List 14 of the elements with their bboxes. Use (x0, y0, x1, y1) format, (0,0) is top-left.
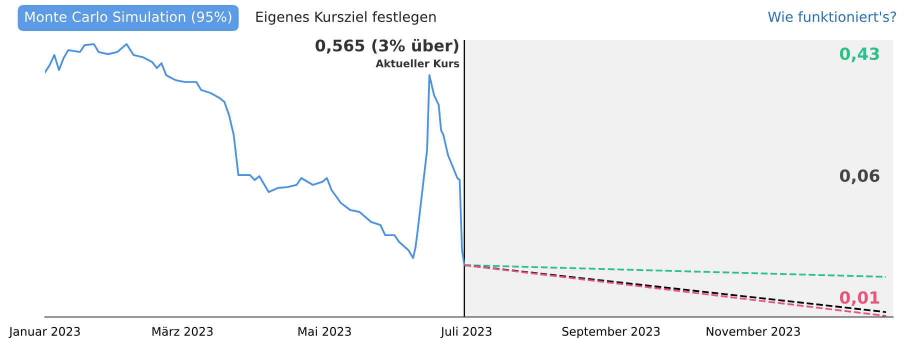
annotation: 0,43 (840, 47, 879, 62)
text: Wie funktioniert's? (768, 11, 896, 22)
x-tick-label: Mai 2023 (298, 326, 351, 336)
x-tick-label: März 2023 (152, 326, 213, 336)
x-tick-label: September 2023 (562, 326, 660, 338)
annotation: 0,06 (840, 169, 880, 184)
text: Monte Carlo Simulation (95%) (25, 11, 232, 24)
ref-line-label: Aktueller Kurs (376, 59, 460, 68)
annotation: 0,01 (840, 291, 880, 306)
text: Eigenes Kursziel festlegen (256, 11, 436, 25)
x-tick-label: Juli 2023 (440, 326, 492, 338)
x-tick-label: November 2023 (706, 326, 800, 336)
annotation: 0,565 (3% über) (316, 38, 458, 54)
x-tick-label: Januar 2023 (8, 326, 80, 338)
